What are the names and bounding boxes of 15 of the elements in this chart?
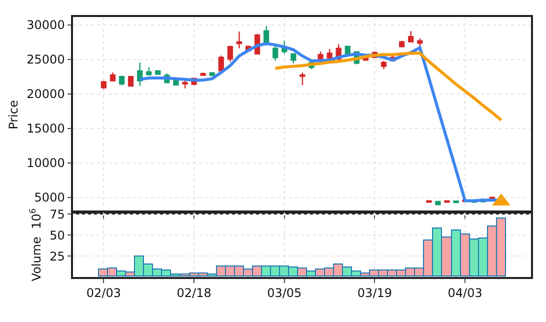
- y-tick-label: 25: [50, 249, 65, 264]
- y-tick-label: 10000: [26, 156, 65, 170]
- y-tick-label: 5000: [34, 190, 65, 205]
- x-tick-label: 02/18: [176, 286, 212, 300]
- y-tick-label: 25000: [26, 52, 65, 67]
- y-tick-label: 15000: [26, 122, 65, 136]
- y-tick-label: 20000: [26, 87, 65, 102]
- y-axis-title: Price: [6, 100, 20, 130]
- x-tick-label: 03/19: [357, 286, 392, 300]
- y-tick-label: 30000: [26, 18, 65, 32]
- y-tick-label: 75: [50, 207, 65, 222]
- x-tick-label: 04/03: [448, 286, 482, 300]
- x-tick-label: 03/05: [267, 286, 302, 300]
- y-tick-label: 50: [50, 228, 65, 242]
- x-tick-label: 02/03: [86, 286, 122, 300]
